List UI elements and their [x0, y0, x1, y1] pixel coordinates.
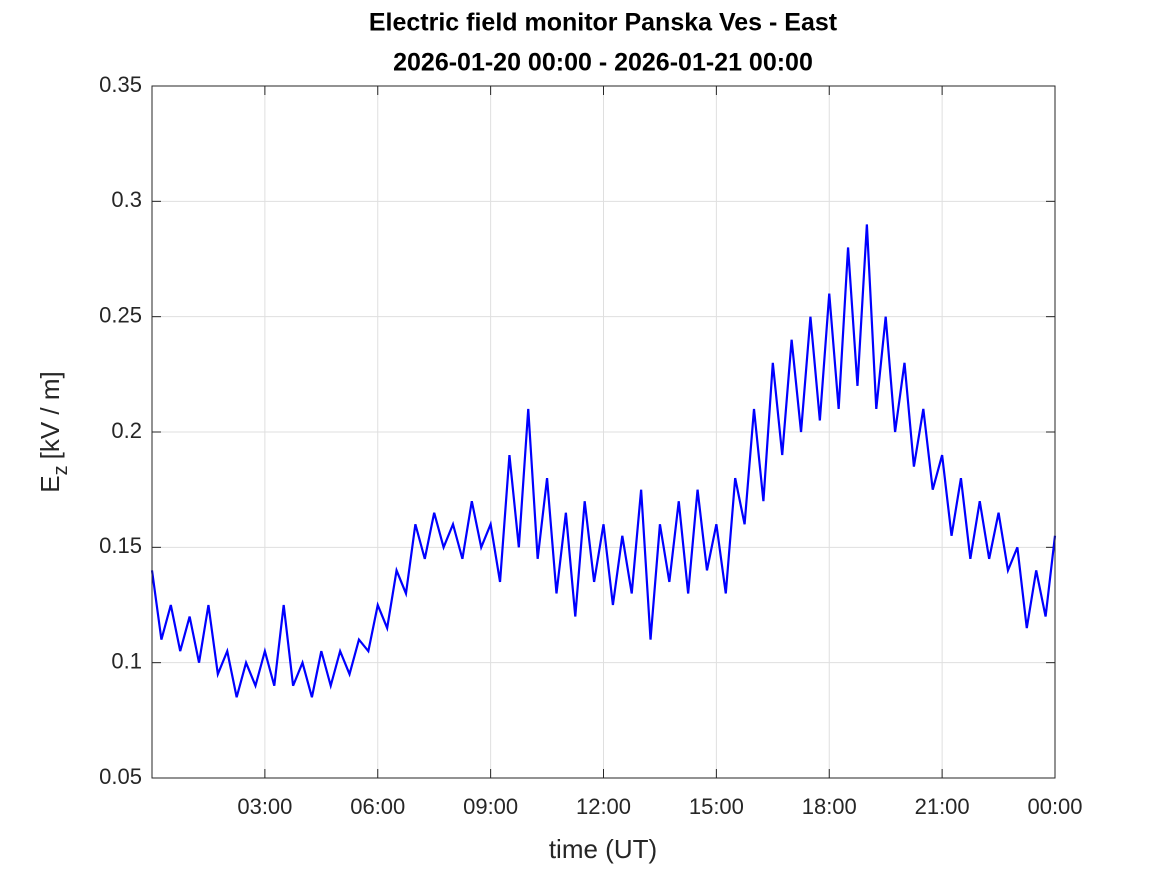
- chart-title: Electric field monitor Panska Ves - East: [369, 9, 838, 37]
- y-axis-label: Ez [kV / m]: [35, 371, 72, 492]
- data-line: [150, 224, 1057, 698]
- y-label-unit: [kV / m]: [35, 371, 65, 459]
- x-tick-label: 03:00: [237, 794, 292, 819]
- x-tick-label: 18:00: [802, 794, 857, 819]
- y-tick-label: 0.3: [111, 187, 142, 212]
- x-tick-label: 21:00: [915, 794, 970, 819]
- y-tick-label: 0.2: [111, 418, 142, 443]
- y-tick-label: 0.25: [99, 302, 142, 327]
- x-tick-label: 12:00: [576, 794, 631, 819]
- y-tick-label: 0.35: [99, 72, 142, 97]
- chart-subtitle: 2026-01-20 00:00 - 2026-01-21 00:00: [393, 49, 813, 77]
- y-tick-label: 0.15: [99, 533, 142, 558]
- plot-frame: [151, 85, 1056, 779]
- y-tick-label: 0.1: [111, 648, 142, 673]
- y-tick-label: 0.05: [99, 764, 142, 789]
- y-label-subscript: z: [50, 465, 72, 475]
- x-tick-label: 00:00: [1027, 794, 1082, 819]
- x-tick-label: 15:00: [689, 794, 744, 819]
- y-label-symbol: E: [35, 475, 65, 492]
- x-tick-label: 06:00: [350, 794, 405, 819]
- x-axis-label: time (UT): [549, 834, 657, 864]
- x-tick-label: 09:00: [463, 794, 518, 819]
